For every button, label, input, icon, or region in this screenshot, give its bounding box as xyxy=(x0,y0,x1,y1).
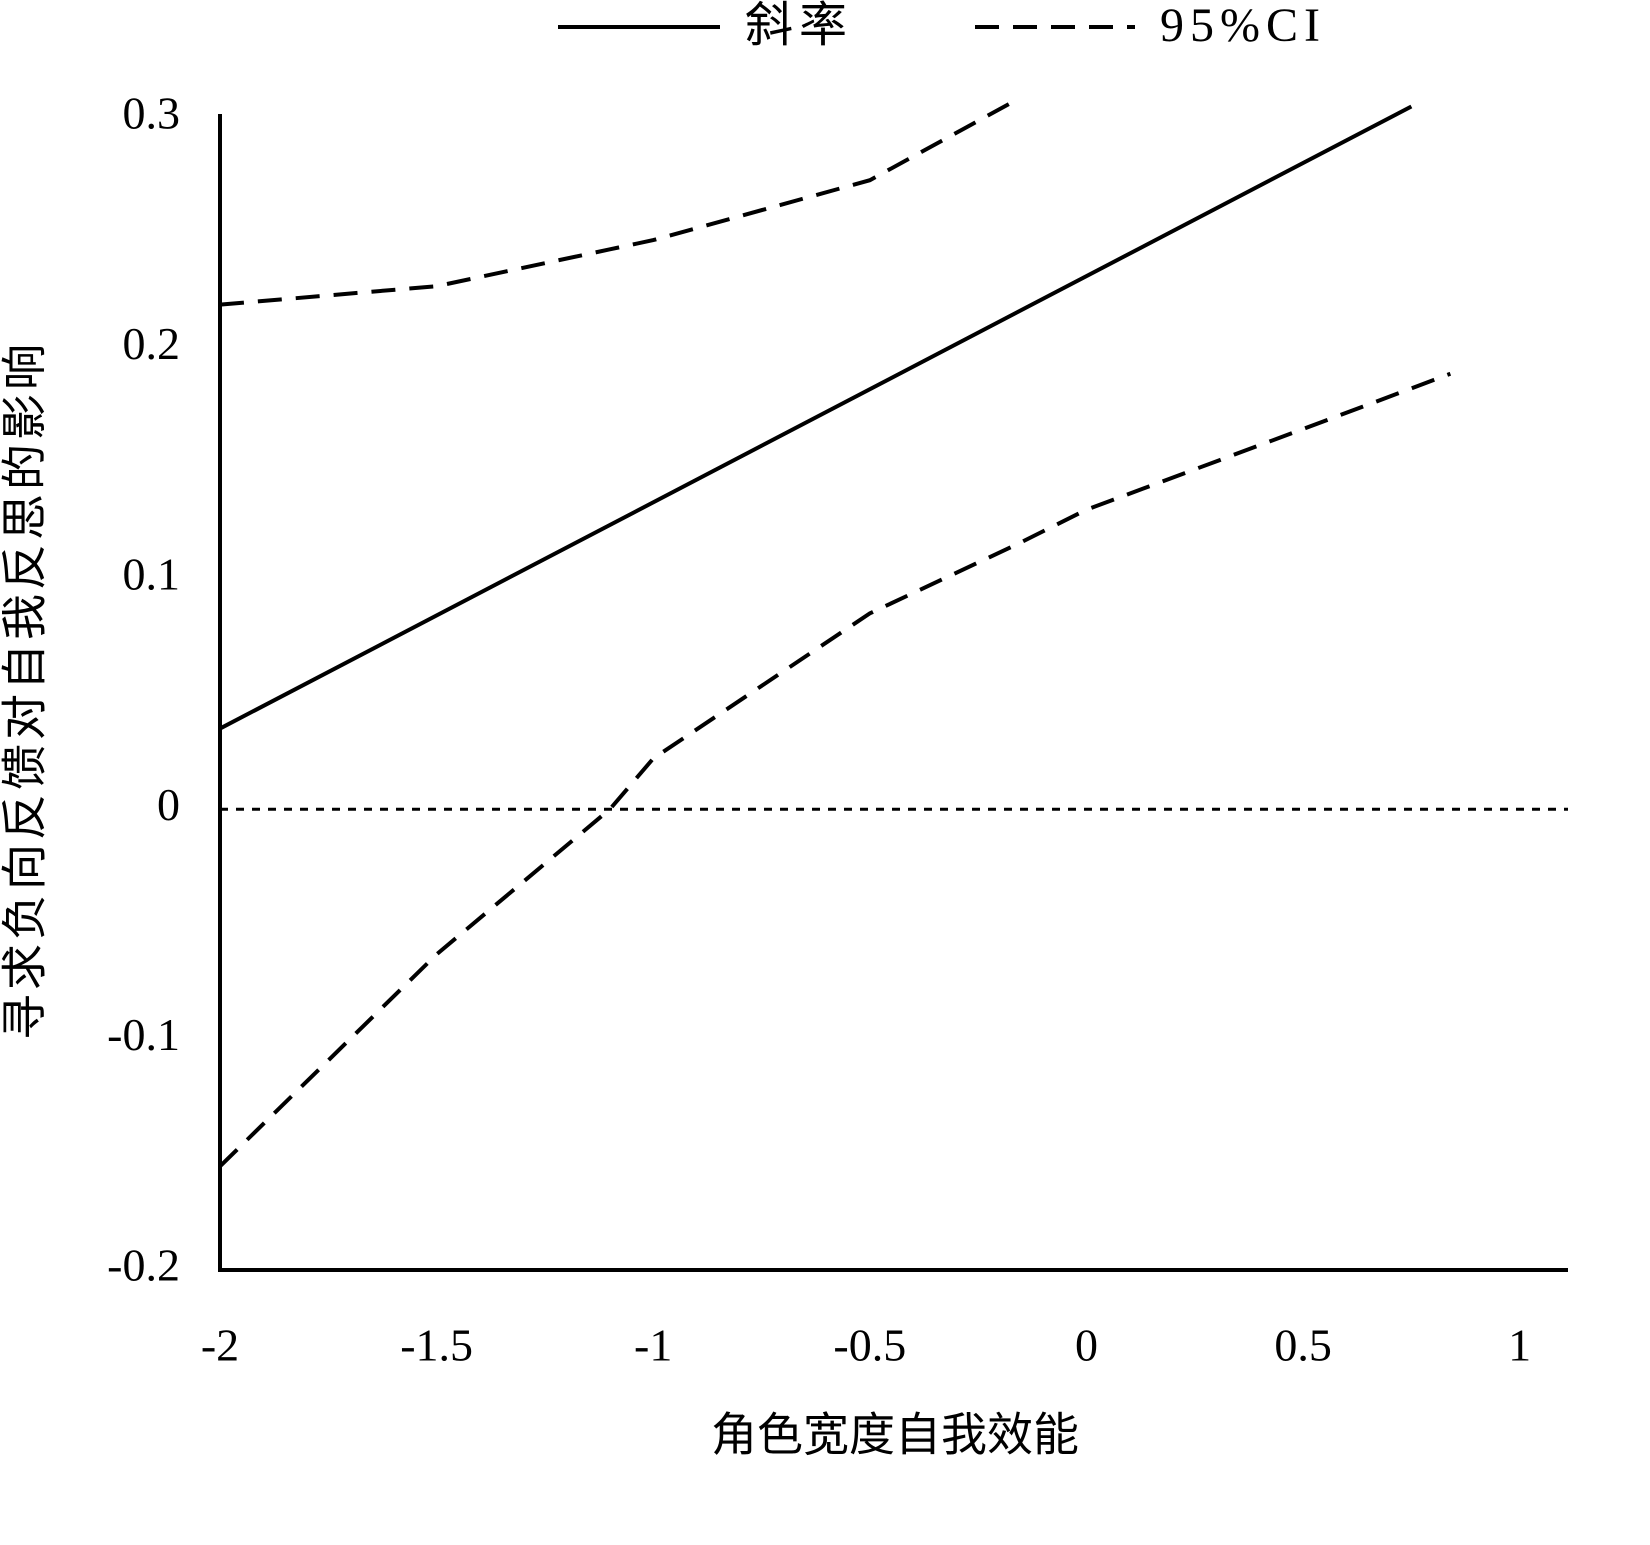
x-tick-label: -1.5 xyxy=(400,1320,473,1371)
x-tick-label: -1 xyxy=(634,1320,672,1371)
series-line xyxy=(218,371,1452,1168)
series-line xyxy=(219,104,1413,731)
x-tick-label: 0.5 xyxy=(1274,1320,1332,1371)
y-tick-label: -0.2 xyxy=(107,1240,180,1291)
x-tick-label: 1 xyxy=(1508,1320,1531,1371)
legend-label: 斜率 xyxy=(745,0,853,52)
x-tick-label: -0.5 xyxy=(833,1320,906,1371)
y-tick-label: -0.1 xyxy=(107,1009,180,1060)
x-tick-label: -2 xyxy=(201,1320,239,1371)
y-tick-label: 0.2 xyxy=(123,318,181,369)
y-tick-label: 0.3 xyxy=(123,88,181,139)
x-tick-label: 0 xyxy=(1075,1320,1098,1371)
series-line xyxy=(219,97,1019,307)
y-tick-label: 0 xyxy=(157,779,180,830)
y-tick-label: 0.1 xyxy=(123,548,181,599)
y-axis-title: 寻求负向反馈对自我反思的影响 xyxy=(0,340,51,1040)
x-axis-title: 角色宽度自我效能 xyxy=(711,1410,1079,1461)
legend-label: 95%CI xyxy=(1160,0,1326,52)
